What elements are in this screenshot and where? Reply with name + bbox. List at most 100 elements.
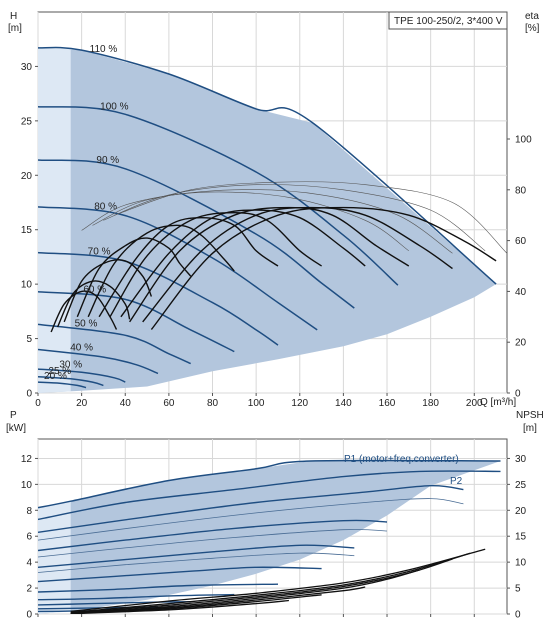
y-label-h: H [10,11,17,22]
low-flow-area [38,47,71,393]
y-tick-label: 2 [26,584,32,595]
y-tick-label: 6 [26,532,32,543]
x-tick-label: 20 [76,398,88,409]
power-curve [38,498,464,541]
y2-tick-label: 5 [515,584,521,595]
power-curve [38,566,322,583]
speed-label: 20 % [44,371,67,382]
x-tick-label: 120 [291,398,308,409]
y2-unit-eta: [%] [525,23,540,34]
speed-label: 100 % [100,101,128,112]
y-tick-label: 0 [26,389,32,400]
y-tick-label: 15 [21,225,33,236]
y2-tick-label: 10 [515,558,527,569]
npsh-curve [70,569,420,614]
eta-curve [98,216,279,318]
eta-curve [87,224,235,318]
y-tick-label: 30 [21,62,33,73]
power-curve [38,544,355,568]
chart-title: TPE 100-250/2, 3*400 V [394,16,503,27]
speed-label: 110 % [90,44,118,55]
eta-reference-curve [81,191,409,252]
power-curve [38,601,191,606]
qh-curve [38,46,497,285]
x-tick-label: 80 [207,398,219,409]
eta-curve [129,206,410,323]
speed-label: 30 % [59,360,82,371]
speed-label: 60 % [83,285,106,296]
y2-tick-label: 100 [515,135,532,146]
speed-label: 70 % [88,247,111,258]
y2-tick-label: 25 [515,480,527,491]
series-label-p2: P2 [450,476,463,487]
power-curve [38,519,388,552]
eta-reference-curve [92,189,453,254]
npsh-curve [70,548,486,613]
x-tick-label: 180 [422,398,439,409]
eta-curve [150,206,497,330]
x-tick-label: 160 [379,398,396,409]
power-curve [38,593,235,601]
y2-tick-label: 0 [515,610,521,621]
x-tick-label: 140 [335,398,352,409]
y2-tick-label: 20 [515,506,527,517]
y-tick-label: 4 [26,558,32,569]
speed-label: 25 % [48,366,71,377]
power-curve [38,484,464,533]
x-tick-label: 200 [466,398,483,409]
power-curve [38,583,279,593]
eta-curve [109,211,322,318]
y-unit-h: [m] [8,23,22,34]
power-curve [38,529,388,558]
y2-tick-label: 80 [515,185,527,196]
y2-tick-label: 40 [515,287,527,298]
eta-reference-curve [114,181,507,254]
title-box [388,11,508,30]
x-tick-label: 60 [163,398,175,409]
y2-tick-label: 30 [515,454,527,465]
qh-curve [38,368,126,383]
p1-curve [38,459,501,509]
y2-tick-label: 15 [515,532,527,543]
eta-curve [76,237,192,318]
y-tick-label: 10 [21,480,33,491]
y-tick-label: 5 [26,334,32,345]
eta-curve [142,206,453,323]
power-curve [38,552,355,573]
y-tick-label: 10 [21,280,33,291]
power-curve [38,470,501,521]
qh-curve [38,159,355,309]
y-tick-label: 8 [26,506,32,517]
qh-curve [38,348,159,375]
qh-curve [38,105,399,286]
qh-curve [38,323,192,365]
x-tick-label: 100 [248,398,265,409]
y-tick-label: 0 [26,610,32,621]
qh-curve [38,206,318,331]
power-npsh-panel: 0 2 4 6 8 10 12 0 5 10 15 20 25 30 P [kW] NPSH [m] P1… [6,410,544,621]
y2-tick-label: 20 [515,338,527,349]
speed-label: 90 % [96,155,119,166]
qh-curve [38,251,279,346]
eta-curve [120,209,366,318]
speed-label: 80 % [94,202,117,213]
npsh-curve [70,552,471,614]
y-tick-label: 25 [21,116,33,127]
x-axis-label: Q [m³/h] [480,397,516,408]
qh-curve [38,381,87,389]
speed-label: 40 % [70,343,93,354]
npsh-curve [70,599,289,614]
head-efficiency-panel: 0 20 40 60 80 100 120 140 160 180 200 0 5 10 15 20 25 30 0… [8,11,540,409]
eta-curve [50,290,118,333]
x-tick-label: 40 [120,398,132,409]
y2-tick-label: 60 [515,236,527,247]
y2-label-eta: eta [525,11,539,22]
x-tick-label: 0 [35,398,41,409]
npsh-curve [70,586,366,614]
y-tick-label: 20 [21,171,33,182]
y2-label-npsh: NPSH [516,410,544,421]
y2-tick-label: 0 [515,389,521,400]
qh-curve [38,375,104,387]
speed-label: 50 % [75,318,98,329]
